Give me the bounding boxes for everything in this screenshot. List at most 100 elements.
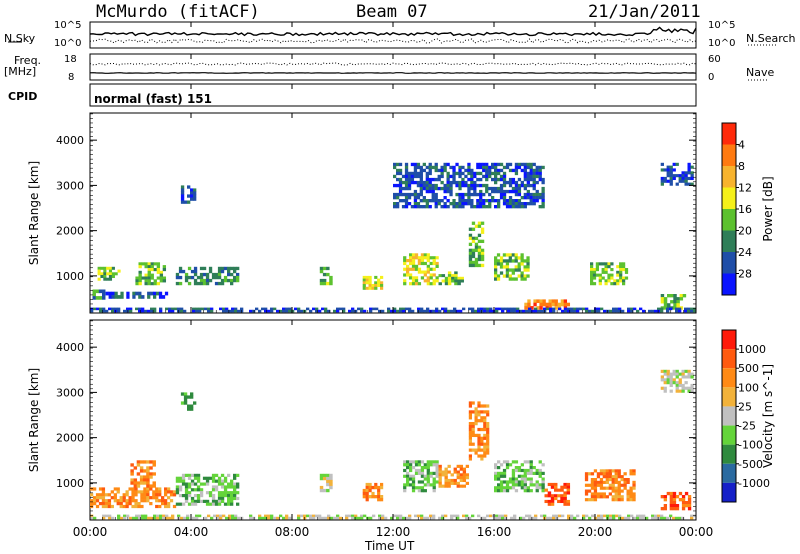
data-region-8 — [403, 253, 439, 286]
data-region-16 — [660, 162, 694, 186]
colorbar-swatch-3 — [722, 387, 736, 407]
colorbar-swatch-6 — [722, 252, 736, 274]
y-tick-label-3: 4000 — [56, 341, 84, 354]
y-axis-label: Slant Range [km] — [27, 368, 41, 472]
colorbar-tick-label-1: -500 — [738, 458, 763, 471]
colorbar-tick-label-3: -25 — [738, 420, 756, 433]
y-tick-label-1: 2000 — [56, 225, 84, 238]
freq-label-1: Freq. — [14, 54, 42, 67]
y-tick-label-3: 4000 — [56, 134, 84, 147]
colorbar-tick-label-7: 1000 — [738, 343, 766, 356]
data-region-2 — [97, 266, 121, 281]
x-tick-label-2: 08:00 — [275, 525, 310, 539]
colorbar-tick-label-1: 24 — [738, 246, 752, 259]
colorbar-tick-label-2: -100 — [738, 439, 763, 452]
data-region-0 — [92, 289, 106, 300]
nave-label: Nave — [746, 66, 775, 79]
x-tick-label-5: 20:00 — [578, 525, 613, 539]
noise-left-tick-top: 10^5 — [54, 20, 82, 31]
colorbar-swatch-0 — [722, 123, 736, 145]
nave-tick-top: 60 — [708, 54, 721, 65]
colorbar-swatch-4 — [722, 406, 736, 426]
y-tick-label-1: 2000 — [56, 432, 84, 445]
data-region-3 — [135, 262, 167, 286]
data-region-2 — [175, 473, 240, 506]
noise-left-tick-bottom: 10^0 — [54, 38, 82, 49]
beam-title: Beam 07 — [356, 2, 428, 22]
data-region-3 — [180, 392, 197, 411]
noise-sky-line — [89, 26, 697, 37]
colorbar-tick-label-0: -1000 — [738, 477, 770, 490]
velocity-panel: 1000 2000 3000 4000 Slant Range [km] — [27, 319, 697, 521]
data-region-5 — [362, 482, 384, 502]
data-region-4 — [319, 473, 333, 493]
data-region-6 — [319, 266, 333, 286]
power-panel: 1000 2000 3000 4000 Slant Range [km] — [27, 112, 697, 314]
colorbar-swatch-2 — [722, 166, 736, 188]
nave-line — [89, 62, 697, 66]
colorbar-tick-label-4: 12 — [738, 182, 752, 195]
noise-search-label: N.Search — [746, 32, 796, 45]
data-region-11 — [584, 469, 636, 502]
colorbar-tick-label-5: 8 — [738, 160, 745, 173]
colorbar-swatch-7 — [722, 463, 736, 483]
x-tick-label-6: 00:00 — [679, 525, 714, 539]
y-tick-label-0: 1000 — [56, 270, 84, 283]
x-tick-label-3: 12:00 — [376, 525, 411, 539]
noise-right-tick-top: 10^5 — [708, 20, 736, 31]
data-region-9 — [438, 271, 464, 286]
date-title: 21/Jan/2011 — [588, 2, 701, 22]
noise-right-tick-bottom: 10^0 — [708, 38, 736, 49]
data-region-15 — [393, 162, 545, 209]
data-region-7 — [438, 464, 470, 488]
y-axis-label: Slant Range [km] — [27, 161, 41, 265]
colorbar-label: Power [dB] — [761, 176, 775, 241]
data-region-11 — [494, 253, 530, 281]
data-region-10 — [468, 221, 485, 268]
colorbar-tick-label-3: 16 — [738, 203, 752, 216]
x-tick-label-4: 16:00 — [477, 525, 512, 539]
colorbar-swatch-5 — [722, 425, 736, 445]
noise-search-line — [89, 38, 697, 44]
y-tick-label-2: 3000 — [56, 179, 84, 192]
nave-tick-bottom: 0 — [708, 72, 715, 83]
data-region-17 — [90, 307, 697, 313]
time-axis: 00:00 04:00 08:00 12:00 16:00 20:00 00:00 — [73, 22, 714, 539]
colorbar-swatch-4 — [722, 209, 736, 231]
velocity-colorbar: -1000 -500 -100 -25 25 100 500 1000 Velocity [m … — [721, 329, 775, 503]
colorbar-swatch-0 — [722, 330, 736, 350]
x-tick-label-0: 00:00 — [73, 525, 108, 539]
x-tick-label-1: 04:00 — [174, 525, 209, 539]
colorbar-swatch-8 — [722, 482, 736, 502]
data-region-1 — [105, 291, 169, 299]
y-tick-label-2: 3000 — [56, 386, 84, 399]
colorbar-tick-label-4: 25 — [738, 400, 752, 413]
data-region-7 — [362, 275, 384, 290]
colorbar-tick-label-5: 100 — [738, 381, 759, 394]
data-region-9 — [494, 460, 545, 493]
colorbar-tick-label-6: 500 — [738, 362, 759, 375]
colorbar-tick-label-2: 20 — [738, 225, 752, 238]
colorbar-swatch-6 — [722, 444, 736, 464]
station-title: McMurdo (fitACF) — [96, 2, 260, 22]
freq-tick-top: 18 — [64, 54, 77, 65]
power-colorbar: 28 24 20 16 12 8 4 Power [dB] — [721, 122, 775, 296]
colorbar-swatch-1 — [722, 349, 736, 369]
data-region-13 — [660, 369, 694, 393]
data-region-13 — [590, 262, 629, 286]
colorbar-label: Velocity [m s^-1] — [761, 364, 775, 468]
freq-label-2: [MHz] — [4, 65, 37, 78]
data-region-6 — [403, 460, 439, 493]
colorbar-swatch-1 — [722, 144, 736, 166]
data-region-10 — [544, 482, 571, 506]
freq-tick-bottom: 8 — [68, 72, 75, 83]
colorbar-swatch-3 — [722, 187, 736, 209]
data-region-1 — [130, 460, 156, 488]
colorbar-tick-label-0: 28 — [738, 268, 752, 281]
data-region-5 — [180, 185, 197, 204]
data-region-4 — [175, 266, 240, 286]
colorbar-tick-label-6: 4 — [738, 139, 745, 152]
colorbar-swatch-5 — [722, 230, 736, 252]
cpid-value: normal (fast) 151 — [94, 92, 212, 106]
